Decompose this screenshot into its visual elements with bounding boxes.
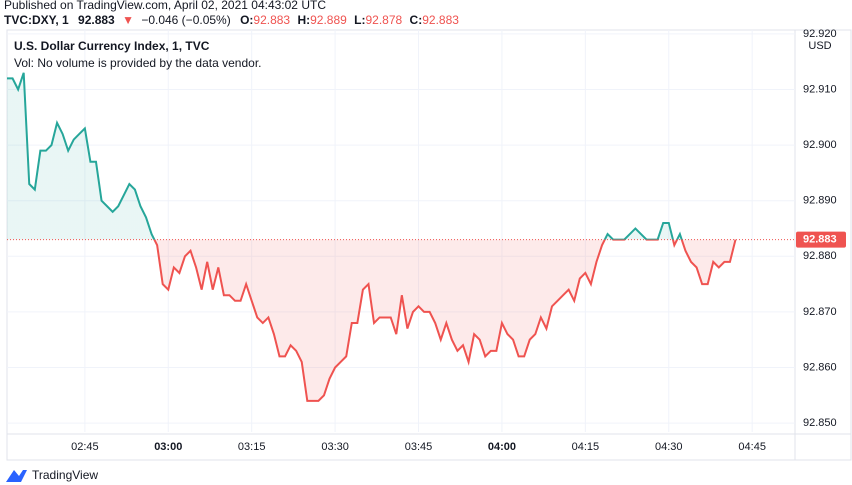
price-line	[7, 72, 737, 402]
x-tick-label: 03:45	[405, 441, 433, 453]
symbol: TVC:DXY, 1	[4, 13, 69, 27]
y-tick-label: 92.890	[803, 195, 837, 207]
x-tick-label: 04:00	[488, 441, 516, 453]
l-label: L:	[354, 13, 365, 27]
brand: TradingView	[32, 468, 98, 482]
x-tick-label: 03:30	[321, 441, 349, 453]
c-value: 92.883	[422, 13, 459, 27]
chart-frame	[6, 29, 852, 461]
o-label: O:	[240, 13, 253, 27]
last-price-label: 92.883	[803, 234, 837, 246]
y-tick-label: 92.880	[803, 250, 837, 262]
c-label: C:	[410, 13, 423, 27]
plot: 92.850 92.860 92.870 92.880 92.890 92.900 92.9…	[7, 28, 846, 453]
change: −0.046 (−0.05%)	[141, 13, 230, 27]
o-value: 92.883	[253, 13, 290, 27]
arrow: ▼	[122, 13, 134, 27]
y-tick-label: 92.920	[803, 28, 837, 40]
y-tick-label: 92.910	[803, 83, 837, 95]
logo-icon	[6, 470, 27, 482]
price: 92.883	[78, 13, 115, 27]
y-tick-label: 92.900	[803, 139, 837, 151]
published: Published on TradingView.com, April 02, …	[4, 0, 326, 12]
h-value: 92.889	[310, 13, 347, 27]
quote-header: TVC:DXY, 1 92.883 ▼ −0.046 (−0.05%) O:92…	[4, 13, 459, 27]
x-tick-label: 03:15	[238, 441, 266, 453]
l-value: 92.878	[366, 13, 403, 27]
h-label: H:	[297, 13, 310, 27]
currency: USD	[808, 40, 831, 52]
x-tick-label: 04:15	[572, 441, 600, 453]
chart-subtitle: Vol: No volume is provided by the data v…	[14, 56, 261, 70]
x-tick-label: 03:00	[154, 441, 182, 453]
footer-logo: TradingView	[6, 468, 98, 482]
y-tick-label: 92.860	[803, 361, 837, 373]
y-tick-label: 92.850	[803, 417, 837, 429]
x-tick-label: 02:45	[71, 441, 99, 453]
last-price-box	[796, 231, 846, 248]
x-tick-label: 04:30	[655, 441, 683, 453]
x-tick-label: 04:45	[738, 441, 766, 453]
chart-title: U.S. Dollar Currency Index, 1, TVC	[14, 39, 210, 53]
y-tick-label: 92.870	[803, 306, 837, 318]
